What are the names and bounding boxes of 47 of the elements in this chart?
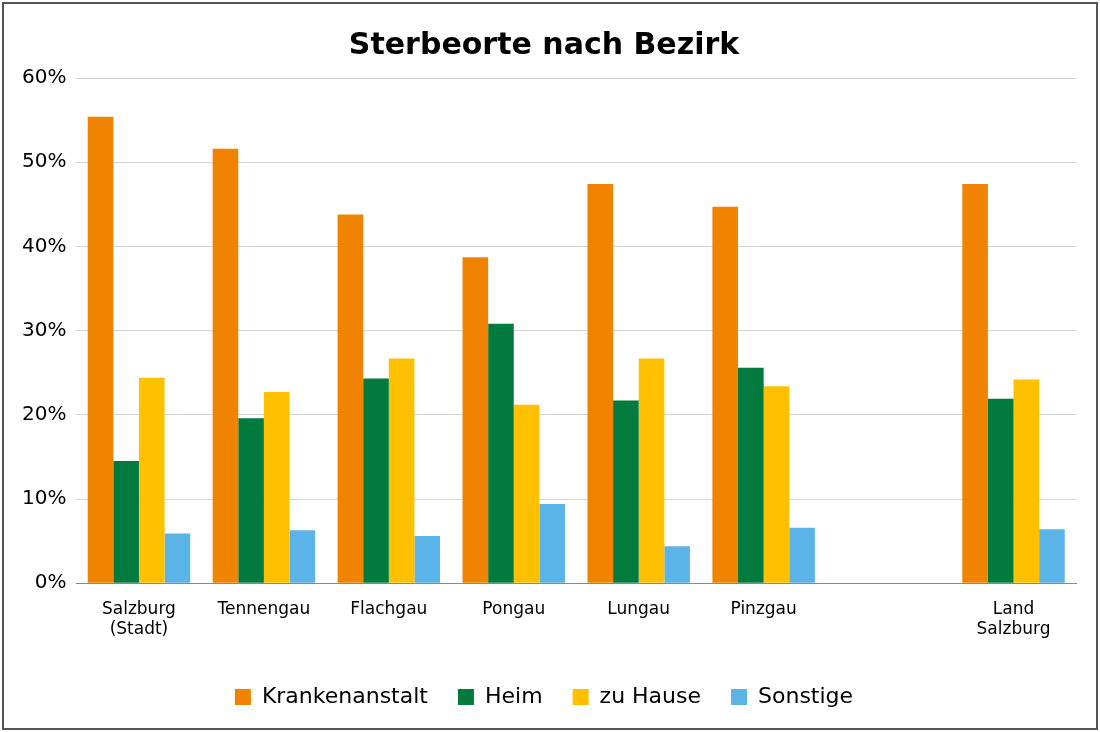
bar bbox=[539, 504, 565, 583]
bar bbox=[789, 527, 815, 583]
y-tick-label: 20% bbox=[22, 401, 67, 425]
bar bbox=[337, 214, 364, 583]
y-tick-label: 10% bbox=[22, 485, 67, 510]
bar bbox=[763, 386, 790, 583]
bar bbox=[212, 148, 239, 583]
bar bbox=[638, 358, 665, 583]
bar bbox=[462, 257, 489, 583]
x-tick-label: Flachgau bbox=[350, 597, 428, 618]
bar bbox=[664, 546, 690, 583]
bar bbox=[1039, 529, 1065, 583]
bar bbox=[113, 461, 139, 583]
bar bbox=[613, 400, 639, 583]
x-tick-label: Pinzgau bbox=[730, 597, 797, 618]
y-tick-label: 30% bbox=[22, 316, 67, 341]
bar bbox=[363, 378, 389, 583]
legend-label: Krankenanstalt bbox=[261, 682, 429, 708]
y-tick-label: 60% bbox=[22, 64, 67, 89]
y-tick-label: 50% bbox=[22, 148, 67, 173]
bar bbox=[289, 530, 316, 583]
bar bbox=[962, 184, 988, 583]
bar bbox=[164, 533, 191, 583]
bar bbox=[987, 398, 1014, 583]
bar bbox=[513, 404, 540, 583]
y-tick-label: 40% bbox=[22, 232, 67, 257]
chart-title: Sterbeorte nach Bezirk bbox=[348, 25, 741, 61]
x-tick-label: Tennengau bbox=[216, 597, 311, 618]
x-tick-label: Pongau bbox=[482, 597, 546, 618]
bar bbox=[414, 536, 441, 583]
x-tick-label: Salzburg (Stadt) bbox=[101, 597, 176, 639]
bar bbox=[263, 392, 290, 583]
bar bbox=[138, 377, 165, 583]
bar bbox=[488, 323, 514, 583]
legend-label: Sonstige bbox=[758, 682, 854, 708]
legend-label: Heim bbox=[484, 682, 543, 708]
bar bbox=[738, 367, 764, 583]
bar bbox=[587, 184, 614, 583]
bar bbox=[238, 418, 264, 583]
bar bbox=[712, 206, 739, 583]
bar bbox=[388, 358, 415, 583]
x-tick-label: Lungau bbox=[607, 597, 671, 618]
x-tick-label: Land Salzburg bbox=[976, 597, 1051, 639]
bar bbox=[87, 116, 114, 583]
legend-label: zu Hause bbox=[599, 682, 702, 708]
bar bbox=[1013, 379, 1040, 583]
y-tick-label: 0% bbox=[34, 569, 67, 594]
